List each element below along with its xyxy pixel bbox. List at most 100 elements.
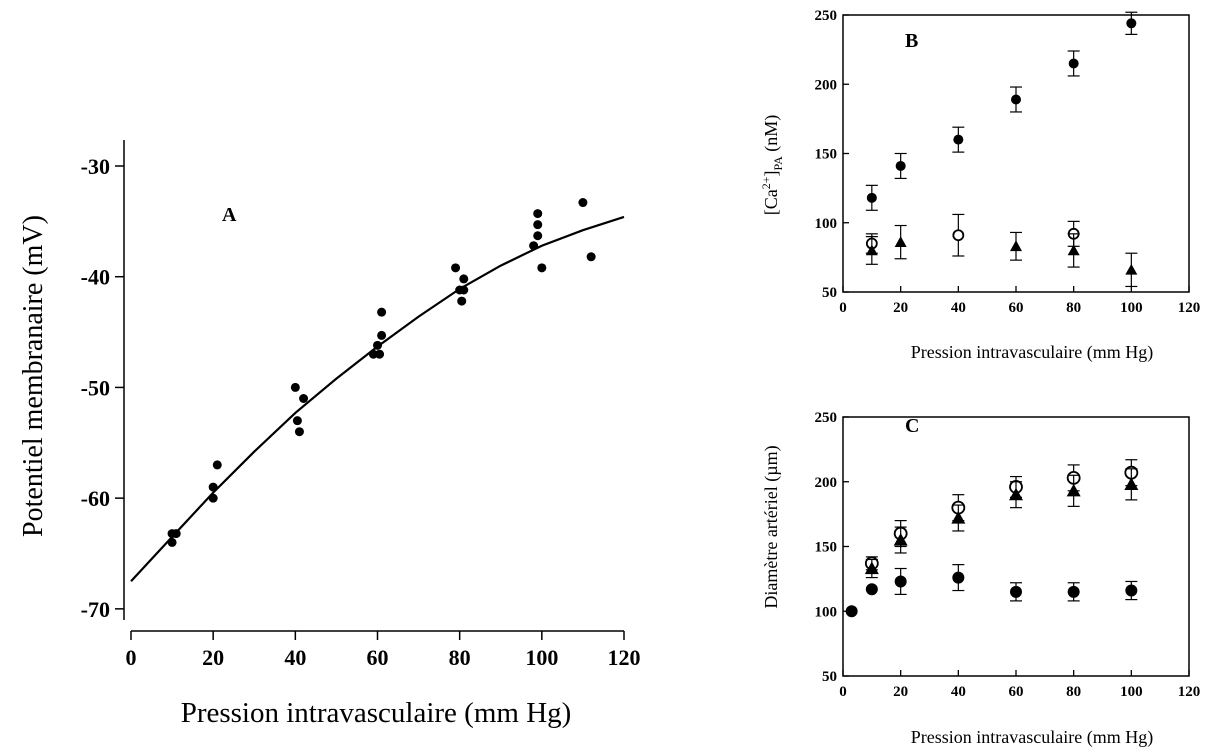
panel-a-x-axis-label: Pression intravasculaire (mm Hg) [181, 697, 572, 729]
panel-c-filled-circle-point [865, 583, 878, 596]
panel-a-data-point [299, 394, 309, 403]
panel-a-data-point [459, 274, 469, 284]
panel-a-data-point [586, 252, 596, 262]
panel-b-y-label-sub: PA [771, 156, 785, 171]
panel-a-data-point [212, 460, 222, 470]
panel-a-data-point [537, 263, 547, 273]
panel-a-data-point [292, 416, 302, 426]
panel-a-x-tick-label: 120 [608, 645, 641, 670]
panel-b-x-tick-label: 120 [1178, 300, 1201, 316]
panel-b-x-tick-label: 0 [839, 300, 847, 316]
panel-a-letter: A [222, 204, 237, 226]
panel-a-data-point [373, 340, 382, 350]
panel-b-y-tick-label: 250 [815, 8, 838, 24]
panel-b-y-tick-label: 50 [822, 285, 837, 301]
panel-a-data-point [529, 241, 539, 251]
panel-a-y-tick-label: -40 [81, 265, 110, 290]
panel-b-x-tick-label: 60 [1009, 300, 1024, 316]
panel-a-data-point [368, 349, 378, 359]
panel-b-x-axis-label: Pression intravasculaire (mm Hg) [911, 342, 1153, 363]
panel-b-axes: 50 100 150 200 250 0 20 40 60 80 100 120 [815, 8, 1201, 316]
panel-c-y-tick-label: 250 [815, 410, 838, 426]
panel-a-y-tick-label: -50 [81, 375, 110, 400]
panel-a-data-point [457, 296, 467, 306]
panel-a-data-points [167, 198, 596, 547]
panel-a-data-point [578, 198, 588, 208]
panel-c-y-tick-label: 200 [815, 475, 838, 491]
panel-c-x-tick-label: 80 [1066, 684, 1081, 700]
panel-a-y-axis-label: Potentiel membranaire (mV) [18, 215, 49, 537]
panel-a-data-point [533, 231, 543, 241]
panel-b-y-axis-label: [Ca2+]PA (nM) [759, 115, 785, 216]
panel-c-triangle-point [893, 533, 908, 546]
panel-c-filled-circle-point [1067, 585, 1080, 598]
panel-a-data-point [459, 285, 469, 295]
panel-b-y-label-mid: ] [761, 170, 781, 176]
panel-a-x-tick-label: 40 [284, 645, 306, 670]
panel-b-chart: 50 100 150 200 250 0 20 40 60 80 100 120 B Pression… [759, 8, 1200, 363]
panel-c-triangle-point [1124, 477, 1139, 490]
panel-b-y-label-post: (nM) [761, 115, 782, 157]
panel-c-y-tick-label: 100 [815, 604, 838, 620]
panel-b-triangle-point [894, 236, 907, 247]
panel-c-x-tick-label: 120 [1178, 684, 1201, 700]
panel-c-chart: 50 100 150 200 250 0 20 40 60 80 100 120 C Pression… [761, 410, 1200, 748]
panel-a-data-point [208, 493, 218, 503]
panel-c-y-tick-label: 150 [815, 540, 838, 556]
panel-a-data-point [377, 330, 387, 340]
panel-a-y-tick-label: -70 [81, 597, 110, 622]
panel-b-x-tick-label: 80 [1066, 300, 1081, 316]
panel-a-y-tick-label: -60 [81, 486, 110, 511]
panel-a-fit-curve [130, 215, 625, 582]
panel-a-y-tick-label: -30 [81, 154, 110, 179]
panel-b-filled-circle-point [866, 192, 877, 203]
panel-c-filled-circle-point [952, 571, 965, 584]
panel-c-triangle-point [1066, 483, 1081, 497]
panel-b-filled-circle-point [1126, 18, 1137, 29]
panel-c-letter: C [905, 415, 919, 437]
panel-a-data-point [167, 537, 177, 547]
panel-c-triangle-point [864, 561, 879, 575]
panel-b-filled-circle-point [953, 134, 964, 145]
panel-b-triangle-point [1125, 263, 1138, 275]
panel-b-letter: B [905, 30, 918, 52]
panel-a-data-point [171, 529, 181, 539]
panel-b-data-points [865, 11, 1138, 288]
panel-c-x-tick-label: 20 [893, 684, 908, 700]
panel-a-x-tick-label: 80 [449, 645, 471, 670]
panel-a-data-point [533, 220, 543, 230]
panel-b-triangle-point [1067, 244, 1080, 256]
panel-c-filled-circle-point [1125, 584, 1138, 597]
panel-a-axes: -70 -60 -50 -40 -30 0 20 40 60 80 100 120 [81, 140, 641, 670]
panel-b-filled-circle-point [895, 160, 906, 171]
panel-a-data-point [377, 307, 387, 317]
panel-c-axes: 50 100 150 200 250 0 20 40 60 80 100 120 [815, 410, 1201, 700]
panel-b-x-tick-label: 40 [951, 300, 966, 316]
panel-b-triangle-point [865, 244, 878, 256]
panel-a-x-tick-label: 60 [367, 645, 389, 670]
panel-b-filled-circle-point [1068, 58, 1079, 69]
panel-c-x-axis-label: Pression intravasculaire (mm Hg) [911, 727, 1153, 748]
panel-c-filled-circle-point [845, 605, 858, 618]
panel-c-triangle-point [1009, 487, 1023, 501]
panel-b-filled-circle-point [1011, 94, 1021, 105]
panel-b-y-tick-label: 200 [815, 77, 838, 93]
panel-c-filled-circle-point [894, 575, 907, 588]
panel-a-x-tick-label: 100 [525, 645, 558, 670]
panel-c-data-points [845, 459, 1139, 618]
panel-a-data-point [294, 427, 304, 437]
panel-c-x-tick-label: 40 [951, 684, 966, 700]
panel-b-open-circle-point [952, 229, 965, 242]
panel-a-data-point [451, 263, 461, 273]
panel-a-x-tick-label: 0 [126, 645, 137, 670]
panel-a-data-point [208, 482, 218, 492]
panel-a-chart: -70 -60 -50 -40 -30 0 20 40 60 80 100 120 A Pressio… [18, 140, 641, 729]
panel-a-data-point [533, 209, 543, 219]
panel-b-triangle-point [1010, 240, 1022, 252]
panel-b-x-tick-label: 20 [893, 300, 908, 316]
panel-c-y-axis-label: Diamètre artériel (µm) [761, 445, 782, 608]
panel-a-x-tick-label: 20 [202, 645, 224, 670]
panel-a-data-point [375, 349, 385, 359]
panel-c-filled-circle-point [1010, 585, 1022, 598]
